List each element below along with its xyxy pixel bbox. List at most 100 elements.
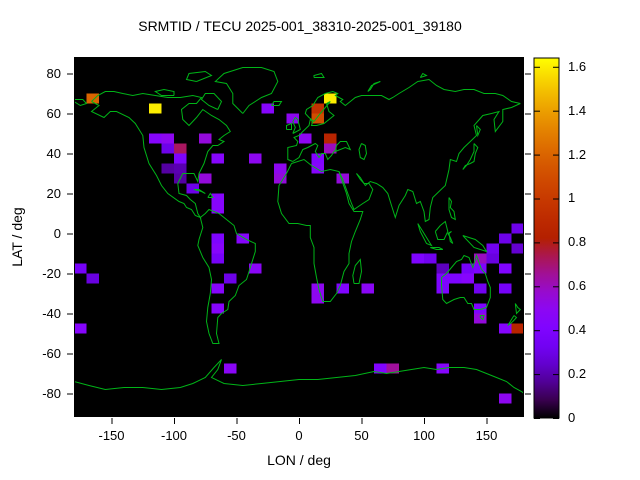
coastline bbox=[287, 101, 335, 162]
tec-cell bbox=[86, 93, 99, 104]
tec-cell bbox=[361, 283, 374, 294]
colorbar-tick-label: 1 bbox=[568, 190, 576, 206]
colorbar-tick-label: 1.4 bbox=[568, 102, 587, 118]
tec-cell bbox=[186, 183, 199, 194]
tec-cell bbox=[211, 283, 224, 294]
coastline bbox=[434, 220, 449, 240]
coastline bbox=[358, 143, 368, 161]
x-axis-title: LON / deg bbox=[267, 452, 331, 468]
coastline bbox=[507, 315, 518, 326]
tec-cell bbox=[174, 143, 187, 154]
coastline bbox=[200, 93, 223, 110]
tec-cell bbox=[499, 263, 512, 274]
tec-cell bbox=[74, 263, 87, 274]
coastline bbox=[193, 189, 206, 194]
coastline bbox=[476, 125, 481, 138]
coastline bbox=[352, 258, 363, 284]
coastline bbox=[367, 81, 381, 92]
tec-cell bbox=[324, 133, 337, 144]
colorbar-tick-label: 0.8 bbox=[568, 234, 587, 250]
y-tick-label: 0 bbox=[53, 225, 61, 241]
chart-title: SRMTID / TECU 2025-001_38310-2025-001_39… bbox=[138, 18, 462, 34]
tec-cell bbox=[474, 253, 487, 264]
plot-frame bbox=[74, 57, 524, 417]
tec-cell bbox=[499, 393, 512, 404]
tec-cell bbox=[211, 193, 224, 204]
map-background bbox=[74, 57, 524, 417]
tec-cell bbox=[386, 363, 399, 374]
tec-cell bbox=[199, 173, 212, 184]
tec-cell bbox=[274, 173, 287, 184]
coastline bbox=[462, 143, 479, 170]
tec-cell bbox=[374, 363, 387, 374]
tec-cell bbox=[474, 263, 487, 274]
tec-cell bbox=[449, 273, 462, 284]
tec-cell bbox=[161, 133, 174, 144]
coastline bbox=[441, 253, 491, 310]
tec-cell bbox=[236, 233, 249, 244]
coastline bbox=[292, 142, 337, 162]
coastline bbox=[447, 231, 454, 244]
x-tick-label: 100 bbox=[413, 428, 435, 443]
coastline bbox=[271, 101, 283, 106]
y-tick-label: -40 bbox=[42, 305, 61, 321]
coastline bbox=[356, 103, 521, 223]
tec-cell bbox=[511, 323, 524, 334]
tec-cell bbox=[211, 303, 224, 314]
coastline bbox=[417, 223, 433, 247]
tec-cell bbox=[461, 263, 474, 274]
tec-cell bbox=[211, 233, 224, 244]
coastline bbox=[277, 158, 364, 302]
tec-cell bbox=[336, 283, 349, 294]
colorbar-tick-label: 0 bbox=[568, 410, 576, 425]
coastline bbox=[419, 72, 428, 78]
tec-cell bbox=[311, 103, 324, 114]
tec-cell bbox=[149, 133, 162, 144]
x-tick-label: -100 bbox=[160, 428, 188, 443]
tec-cell bbox=[499, 283, 512, 294]
tec-cell bbox=[461, 273, 474, 284]
coastline bbox=[154, 88, 175, 96]
coastline bbox=[430, 247, 444, 250]
tec-cell bbox=[211, 153, 224, 164]
coastline bbox=[514, 303, 522, 315]
colorbar-tick-label: 1.6 bbox=[568, 58, 587, 74]
coastline bbox=[479, 315, 485, 321]
coastline bbox=[90, 91, 231, 219]
tec-cell bbox=[211, 253, 224, 264]
tec-cell bbox=[474, 313, 487, 324]
tec-cell bbox=[161, 143, 174, 154]
tec-cell bbox=[311, 113, 324, 124]
coastline bbox=[462, 235, 488, 253]
x-tick-label: -150 bbox=[98, 428, 125, 443]
coastline bbox=[313, 72, 325, 78]
tec-cell bbox=[511, 223, 524, 234]
tec-cell bbox=[299, 133, 312, 144]
colorbar bbox=[533, 57, 560, 419]
coastline bbox=[207, 192, 214, 198]
y-tick-label: -20 bbox=[42, 265, 61, 281]
tec-cell bbox=[436, 273, 449, 284]
tec-cell bbox=[161, 163, 174, 174]
x-tick-label: 150 bbox=[475, 428, 498, 443]
colorbar-tick-label: 0.6 bbox=[568, 278, 587, 294]
tec-cell bbox=[324, 143, 337, 154]
y-tick-label: -60 bbox=[42, 345, 61, 361]
tec-cell bbox=[149, 103, 162, 114]
tec-cell bbox=[424, 253, 437, 264]
coastline bbox=[74, 99, 88, 107]
x-tick-label: 0 bbox=[295, 428, 303, 443]
coastline bbox=[214, 67, 279, 114]
colorbar-tick-label: 0.2 bbox=[568, 366, 587, 382]
tec-cell bbox=[86, 273, 99, 284]
coastline bbox=[292, 116, 301, 134]
tec-cell bbox=[486, 243, 499, 254]
tec-cell bbox=[199, 133, 212, 144]
tec-cell bbox=[261, 103, 274, 114]
tec-cell bbox=[211, 243, 224, 254]
map-content bbox=[74, 67, 524, 404]
tec-cell bbox=[249, 263, 262, 274]
coastline bbox=[448, 197, 456, 221]
